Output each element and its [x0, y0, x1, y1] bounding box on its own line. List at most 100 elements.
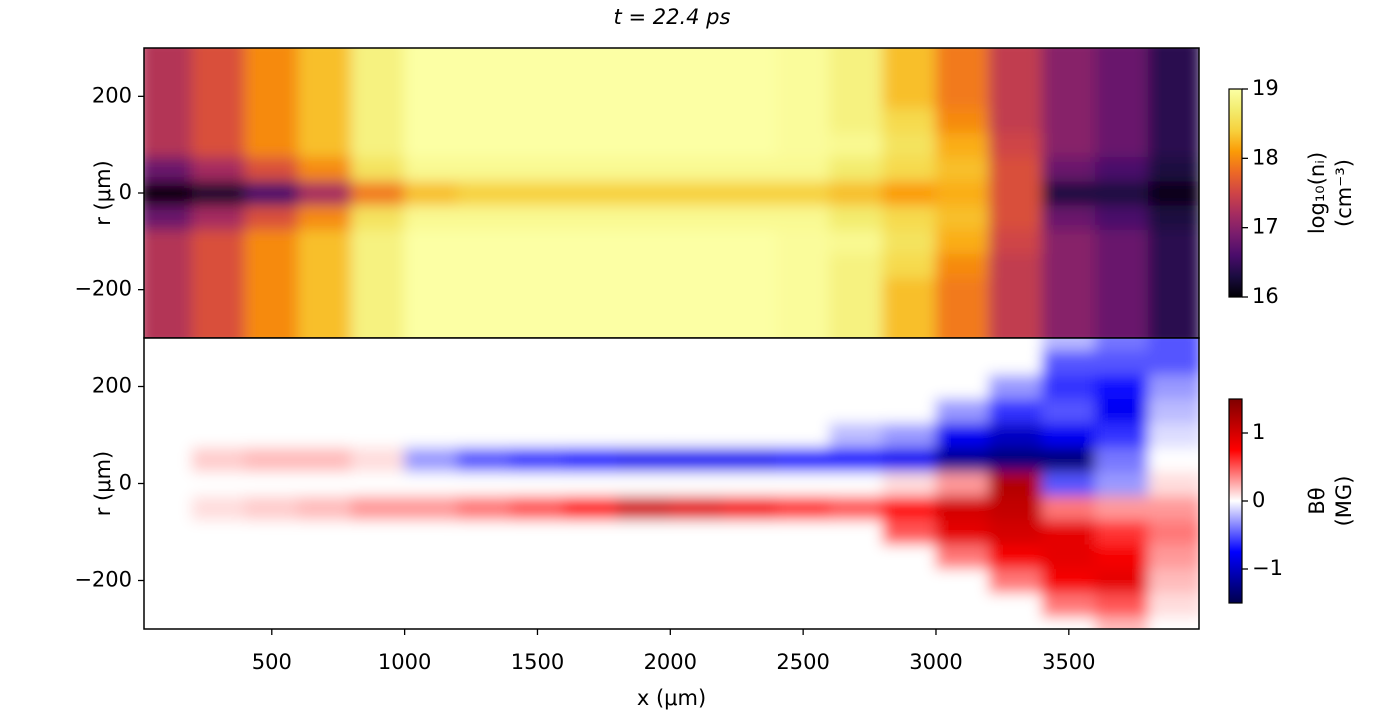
- heatmap-cell: [1148, 107, 1199, 134]
- heatmap-cell: [244, 301, 299, 327]
- heatmap-cell: [935, 83, 990, 109]
- heatmap-cell: [829, 156, 884, 182]
- heatmap-cell: [988, 495, 1043, 521]
- heatmap-cell: [722, 616, 778, 629]
- y-tick-label: −200: [74, 277, 132, 301]
- heatmap-cell: [144, 567, 193, 594]
- heatmap-cell: [563, 252, 618, 279]
- heatmap-cell: [669, 349, 724, 375]
- heatmap-cell: [1041, 422, 1096, 448]
- heatmap-cell: [297, 470, 352, 497]
- heatmap-cell: [510, 446, 565, 472]
- heatmap-cell: [144, 204, 193, 230]
- heatmap-cell: [297, 301, 352, 327]
- heatmap-cell: [191, 592, 246, 618]
- heatmap-cell: [1041, 180, 1096, 206]
- heatmap-cell: [935, 567, 990, 594]
- heatmap-cell: [350, 470, 406, 497]
- heatmap-cell: [244, 325, 299, 338]
- heatmap-cell: [829, 277, 884, 303]
- heatmap-cell: [776, 398, 831, 424]
- heatmap-cell: [988, 398, 1043, 424]
- heatmap-cell: [297, 519, 352, 545]
- heatmap-cell: [882, 277, 937, 303]
- heatmap-cell: [457, 107, 512, 134]
- heatmap-cell: [829, 180, 884, 206]
- heatmap-cell: [510, 543, 565, 569]
- heatmap-cell: [616, 338, 671, 351]
- heatmap-cell: [563, 59, 618, 85]
- heatmap-cell: [457, 338, 512, 351]
- heatmap-cell: [144, 107, 193, 134]
- heatmap-cell: [1041, 156, 1096, 182]
- heatmap-cell: [882, 349, 937, 375]
- heatmap-cell: [1148, 470, 1199, 497]
- heatmap-cell: [1094, 132, 1150, 158]
- heatmap-cell: [191, 252, 246, 279]
- heatmap-cell: [669, 338, 724, 351]
- heatmap-cell: [297, 422, 352, 448]
- heatmap-cell: [1148, 301, 1199, 327]
- heatmap-cell: [988, 519, 1043, 545]
- heatmap-cell: [350, 592, 406, 618]
- colorbar-label: Bθ: [1305, 487, 1329, 514]
- heatmap-cell: [404, 252, 459, 279]
- heatmap-cell: [829, 592, 884, 618]
- heatmap-cell: [404, 48, 459, 61]
- heatmap-cell: [722, 204, 778, 230]
- heatmap-cell: [510, 132, 565, 158]
- heatmap-cell: [191, 48, 246, 61]
- heatmap-cell: [144, 228, 193, 254]
- colorbar: [1228, 398, 1243, 604]
- heatmap-cell: [563, 301, 618, 327]
- heatmap-cell: [1041, 470, 1096, 497]
- heatmap-cell: [1148, 519, 1199, 545]
- heatmap-cell: [935, 132, 990, 158]
- heatmap-cell: [669, 373, 724, 400]
- heatmap-cell: [457, 59, 512, 85]
- x-tick-label: 2000: [644, 650, 697, 674]
- heatmap-cell: [350, 616, 406, 629]
- heatmap-cell: [1094, 83, 1150, 109]
- heatmap-cell: [776, 592, 831, 618]
- heatmap-cell: [244, 349, 299, 375]
- heatmap-cell: [457, 422, 512, 448]
- heatmap-cell: [404, 543, 459, 569]
- heatmap-cell: [404, 228, 459, 254]
- heatmap-cell: [669, 59, 724, 85]
- heatmap-cell: [191, 519, 246, 545]
- heatmap-cell: [1041, 204, 1096, 230]
- heatmap-cell: [191, 470, 246, 497]
- colorbar-tick-label: 18: [1252, 145, 1279, 169]
- x-tick-label: 3000: [909, 650, 962, 674]
- heatmap-cell: [616, 567, 671, 594]
- heatmap-cell: [350, 107, 406, 134]
- heatmap-cell: [1041, 252, 1096, 279]
- heatmap-cell: [1094, 398, 1150, 424]
- heatmap-cell: [882, 422, 937, 448]
- heatmap-cell: [297, 107, 352, 134]
- heatmap-cell: [244, 567, 299, 594]
- heatmap-cell: [510, 277, 565, 303]
- heatmap-cell: [1148, 567, 1199, 594]
- heatmap-cell: [1041, 398, 1096, 424]
- heatmap-cell: [144, 373, 193, 400]
- heatmap-cell: [1041, 59, 1096, 85]
- heatmap-cell: [669, 301, 724, 327]
- heatmap-cell: [1041, 543, 1096, 569]
- heatmap-cell: [988, 228, 1043, 254]
- heatmap-cell: [144, 338, 193, 351]
- heatmap-cell: [1041, 107, 1096, 134]
- heatmap-cell: [510, 107, 565, 134]
- heatmap-cell: [882, 543, 937, 569]
- heatmap-cell: [144, 83, 193, 109]
- heatmap-cell: [563, 446, 618, 472]
- heatmap-cell: [616, 180, 671, 206]
- colorbar-tick-label: 1: [1252, 420, 1265, 444]
- heatmap-cell: [1041, 83, 1096, 109]
- heatmap-cell: [404, 422, 459, 448]
- heatmap-cell: [244, 543, 299, 569]
- heatmap-cell: [935, 277, 990, 303]
- heatmap-cell: [297, 204, 352, 230]
- heatmap-cell: [404, 495, 459, 521]
